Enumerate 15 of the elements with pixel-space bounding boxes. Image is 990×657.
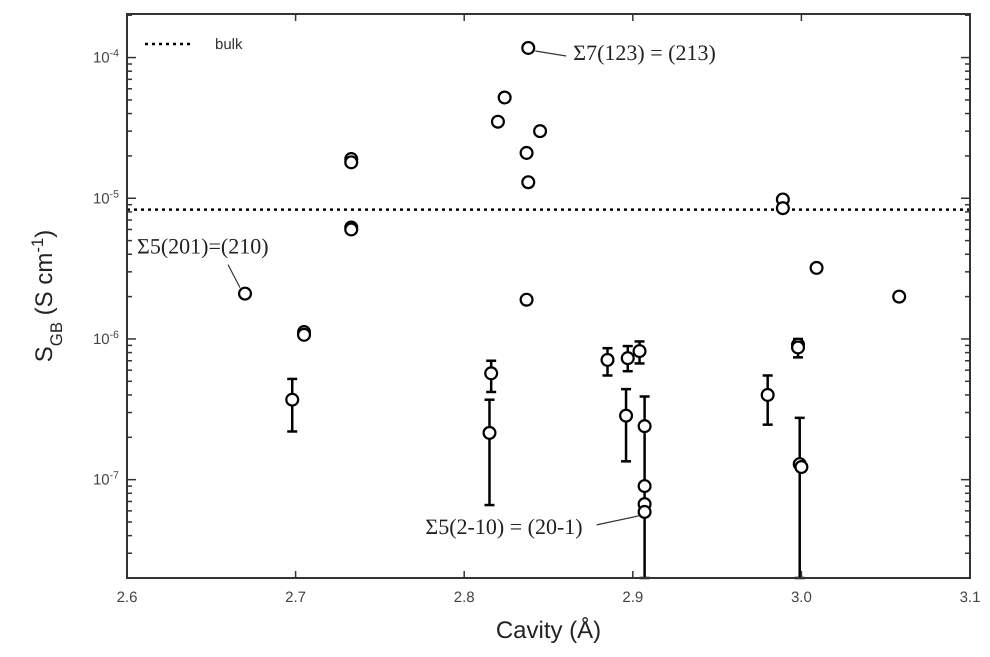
annotation: Σ5(201)=(210) — [137, 234, 269, 259]
annotation: Σ5(2-10) = (20-1) — [425, 514, 583, 539]
y-tick-label: 10$^{-6}$ — [92, 328, 120, 348]
y-tick-label: 10$^{-7}$ — [92, 470, 120, 489]
x-axis-title: Cavity (Å) — [496, 617, 602, 644]
x-tick-label: 2.8 — [454, 589, 475, 606]
x-tick-label: 2.9 — [622, 589, 644, 606]
x-tick-label: 2.6 — [116, 589, 138, 606]
y-tick-label: 10$^{-5}$ — [92, 188, 120, 208]
annotation: Σ7(123) = (213) — [573, 40, 716, 65]
legend-label: bulk — [215, 36, 244, 53]
y-tick-label: 10$^{-4}$ — [92, 48, 120, 67]
x-tick-label: 3.1 — [960, 589, 980, 606]
x-tick-label: 3.0 — [790, 589, 812, 606]
x-tick-label: 2.7 — [285, 589, 306, 606]
